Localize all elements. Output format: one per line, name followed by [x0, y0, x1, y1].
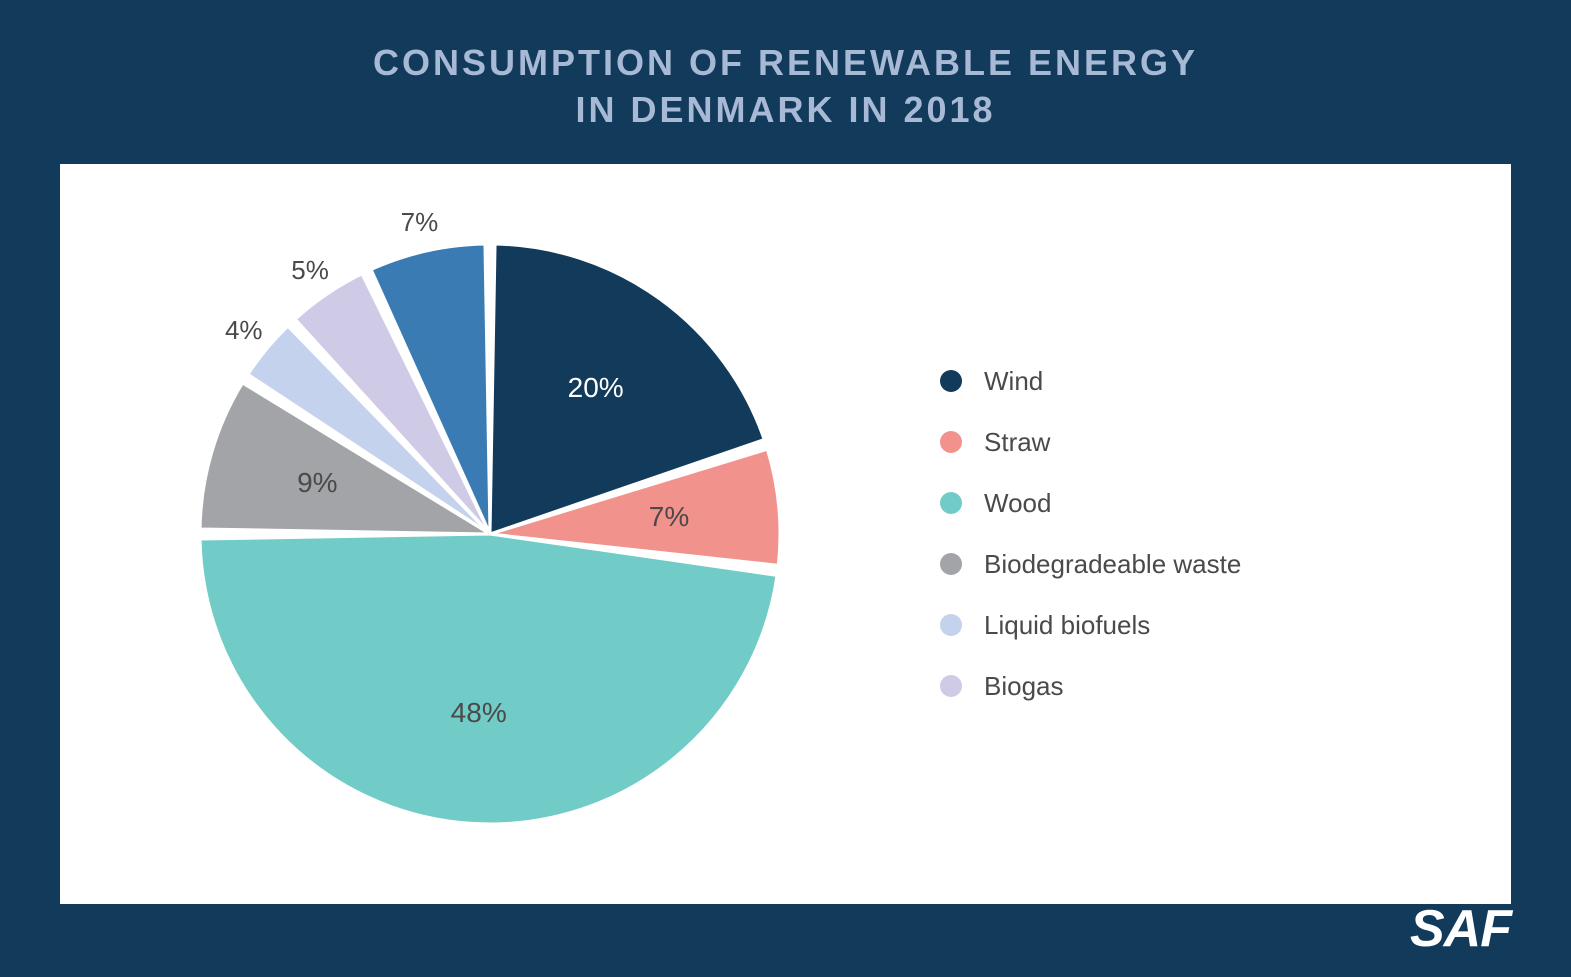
legend-swatch-liqbio: [940, 614, 962, 636]
slice-label-biogas: 5%: [291, 255, 329, 286]
legend-item-wood: Wood: [940, 488, 1241, 519]
slice-label-wood: 48%: [451, 697, 507, 729]
legend-item-biogas: Biogas: [940, 671, 1241, 702]
legend-swatch-wind: [940, 370, 962, 392]
legend-item-biowaste: Biodegradeable waste: [940, 549, 1241, 580]
pie-chart: 20%7%48%9%4%5%7%: [180, 224, 800, 844]
chart-panel: 20% 7% 48% 9% 4% 5% 7% Wind Straw Wood Biodegrade…: [60, 164, 1511, 904]
title-line-1: CONSUMPTION OF RENEWABLE ENERGY: [373, 42, 1198, 83]
slice-label-wind: 20%: [568, 372, 624, 404]
slice-label-other: 7%: [401, 207, 439, 238]
slice-label-straw: 7%: [649, 501, 689, 533]
chart-title: CONSUMPTION OF RENEWABLE ENERGY IN DENMA…: [60, 40, 1511, 134]
legend-label-biogas: Biogas: [984, 671, 1064, 702]
brand-logo: SAF: [1410, 899, 1511, 959]
legend-swatch-biogas: [940, 675, 962, 697]
legend-item-liqbio: Liquid biofuels: [940, 610, 1241, 641]
legend: Wind Straw Wood Biodegradeable waste Liquid …: [940, 366, 1241, 702]
legend-swatch-biowaste: [940, 553, 962, 575]
legend-label-wood: Wood: [984, 488, 1051, 519]
legend-item-wind: Wind: [940, 366, 1241, 397]
legend-item-straw: Straw: [940, 427, 1241, 458]
slice-label-biowaste: 9%: [297, 467, 337, 499]
legend-label-biowaste: Biodegradeable waste: [984, 549, 1241, 580]
pie-slice-wood: [200, 534, 777, 824]
slice-label-liqbio: 4%: [225, 315, 263, 346]
legend-label-liqbio: Liquid biofuels: [984, 610, 1150, 641]
legend-swatch-wood: [940, 492, 962, 514]
title-line-2: IN DENMARK IN 2018: [575, 89, 995, 130]
legend-swatch-straw: [940, 431, 962, 453]
infographic-frame: CONSUMPTION OF RENEWABLE ENERGY IN DENMA…: [0, 0, 1571, 977]
legend-label-wind: Wind: [984, 366, 1043, 397]
legend-label-straw: Straw: [984, 427, 1050, 458]
